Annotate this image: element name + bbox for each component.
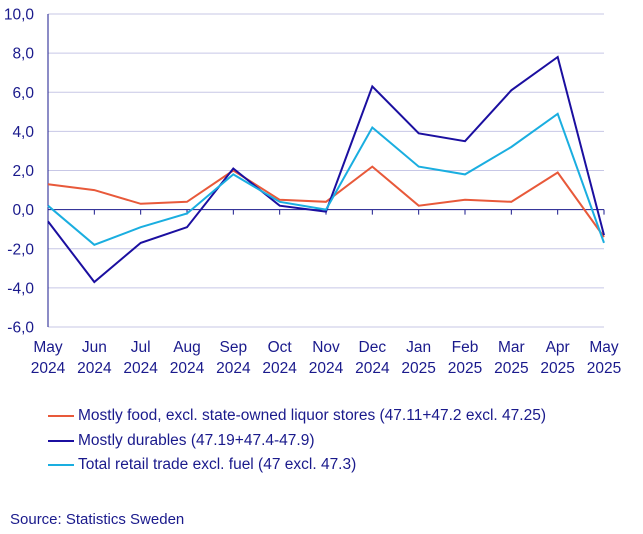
x-tick-label-year: 2024 [216,360,251,377]
x-tick-label-year: 2024 [262,360,297,377]
series-lines [47,55,605,284]
y-tick-label: 0,0 [12,202,34,219]
x-tick-label-month: Oct [268,339,293,356]
y-tick-label: -2,0 [7,241,34,258]
legend-label-food: Mostly food, excl. state-owned liquor st… [78,407,546,425]
x-tick-label-year: 2025 [494,360,528,377]
y-tick-label: -6,0 [7,320,34,337]
x-tick-label-year: 2025 [448,360,482,377]
x-tick-label-month: Nov [312,339,340,356]
x-tick-label-year: 2024 [31,360,66,377]
x-tick-label-month: Mar [498,339,525,356]
x-tick-label-year: 2025 [587,360,621,377]
x-tick-label-month: May [589,339,619,356]
x-tick-label-year: 2025 [540,360,574,377]
series-line-durables [47,55,605,284]
y-tick-label: 6,0 [12,85,34,102]
series-line-food [47,165,605,238]
x-tick-label-month: Dec [359,339,387,356]
y-tick-label: -4,0 [7,280,34,297]
gridlines [48,13,604,328]
legend-swatch-food [48,415,74,418]
x-tick-label-month: Aug [173,339,201,356]
legend-item-food: Mostly food, excl. state-owned liquor st… [48,404,546,429]
x-tick-label-year: 2024 [123,360,158,377]
legend-label-durables: Mostly durables (47.19+47.4-47.9) [78,431,315,449]
legend-item-total: Total retail trade excl. fuel (47 excl. … [48,453,546,478]
x-tick-label-month: Feb [452,339,479,356]
y-tick-label: 4,0 [12,124,34,141]
legend-item-durables: Mostly durables (47.19+47.4-47.9) [48,429,546,454]
x-tick-label-year: 2024 [355,360,390,377]
x-tick-label-month: May [33,339,63,356]
legend-swatch-total [48,464,74,467]
y-tick-labels: 10,0 8,0 6,0 4,0 2,0 0,0 -2,0 -4,0 -6,0 [4,7,35,337]
x-tick-labels: May 2024 Jun 2024 Jul 2024 Aug 2024 Sep 2024 Oct 20… [31,339,621,377]
x-tick-label-year: 2024 [309,360,344,377]
legend-label-total: Total retail trade excl. fuel (47 excl. … [78,456,357,474]
legend: Mostly food, excl. state-owned liquor st… [48,404,546,478]
x-tick-label-month: Sep [220,339,248,356]
x-tick-label-month: Jun [82,339,107,356]
x-tick-label-month: Apr [546,339,570,356]
y-tick-label: 8,0 [12,46,34,63]
y-tick-label: 2,0 [12,163,34,180]
source-note: Source: Statistics Sweden [10,511,185,528]
chart-area: 10,0 8,0 6,0 4,0 2,0 0,0 -2,0 -4,0 -6,0 May 2024 J… [4,7,621,378]
x-tick-label-year: 2024 [77,360,112,377]
y-tick-label: 10,0 [4,7,35,24]
legend-swatch-durables [48,439,74,442]
x-tick-label-year: 2024 [170,360,205,377]
x-tick-label-month: Jan [406,339,431,356]
x-tick-label-month: Jul [131,339,151,356]
x-tick-label-year: 2025 [401,360,435,377]
series-line-total [47,112,605,246]
